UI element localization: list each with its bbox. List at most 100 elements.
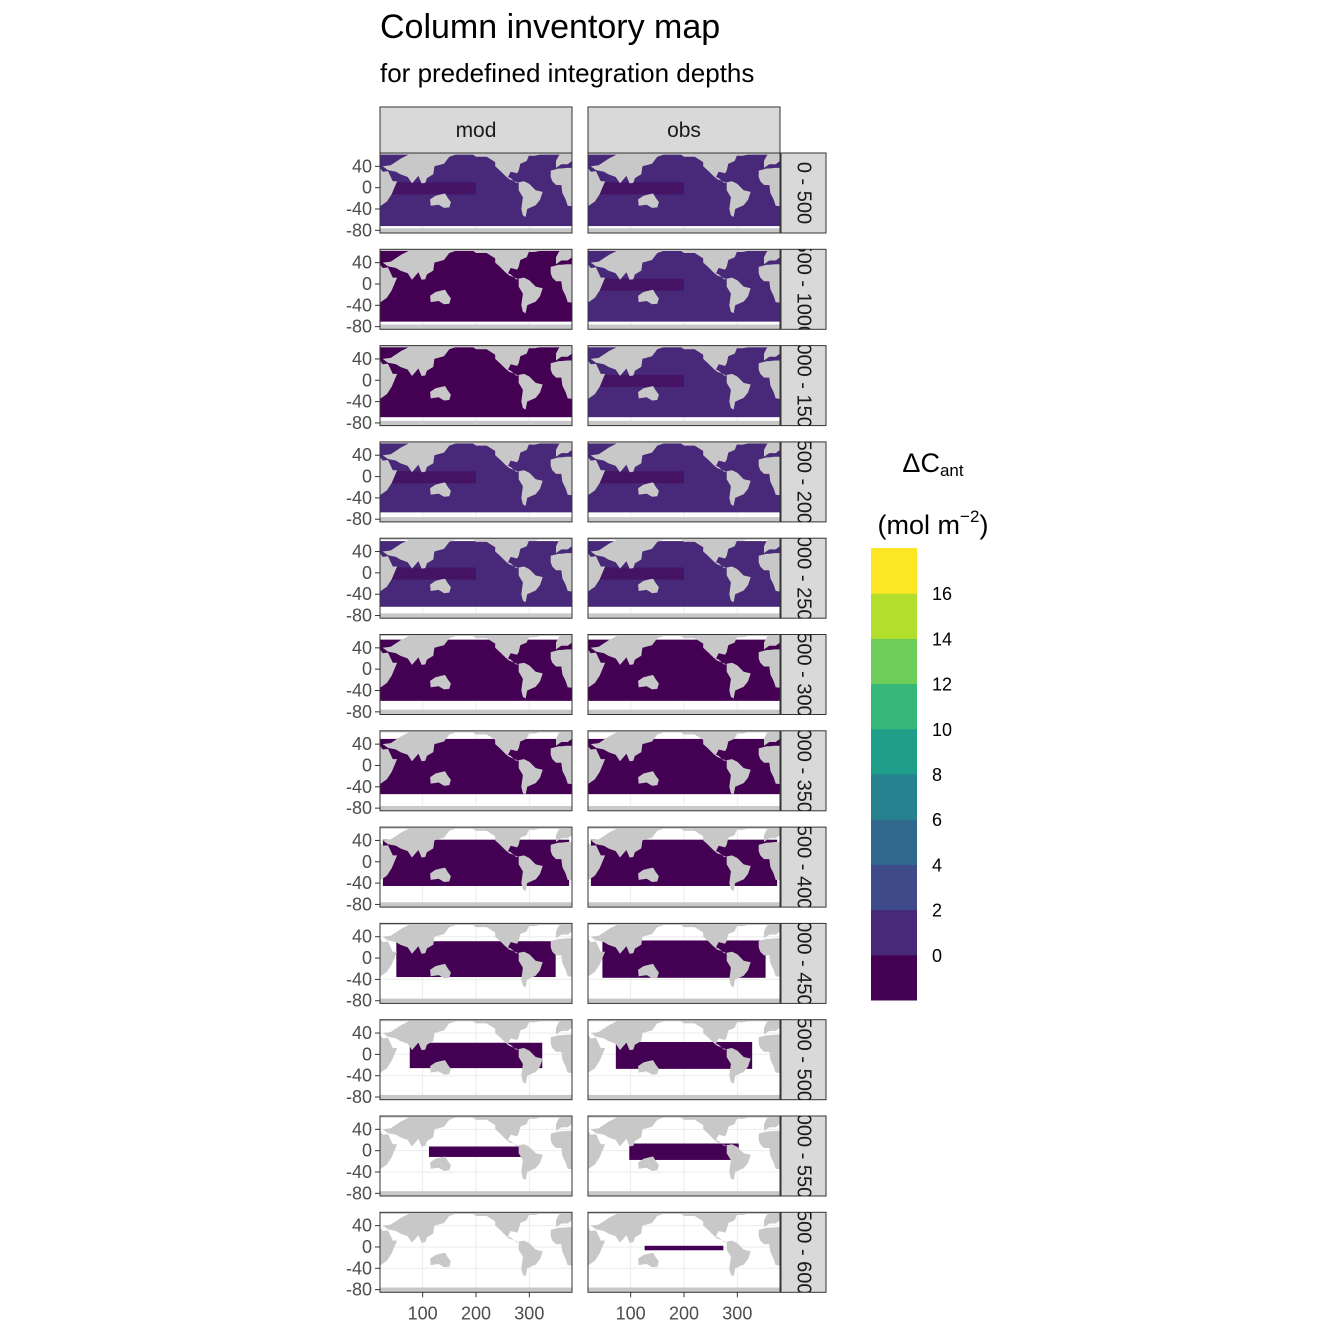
land-continent [764,730,780,746]
land-continent [726,1144,751,1180]
land-antarctica [588,420,780,426]
y-tick-label: 40 [352,734,372,754]
facet-strip-row [780,1019,827,1101]
panel-border [379,537,573,619]
land-continent [726,373,751,410]
land-continent [556,1212,572,1228]
ocean-inventory-fill [644,1245,724,1251]
y-tick-label: -80 [346,1087,372,1107]
land-continent [678,1212,738,1243]
land-antarctica [380,228,572,233]
facet-strip-label: 5000 - 5500 [793,1103,815,1210]
land-continent [556,153,572,168]
y-tick-label: 0 [362,274,372,294]
y-tick-label: 0 [362,178,372,198]
land-continent [550,938,572,977]
land-antarctica [380,709,572,715]
map-panel-mod-row-6 [380,634,572,715]
land-continent [380,167,398,207]
land-continent [556,345,572,361]
land-continent [764,345,780,361]
x-tick-label: 100 [408,1303,438,1323]
land-continent [726,1048,751,1084]
panel-border [587,634,781,715]
chart-subtitle: for predefined integration depths [380,58,755,88]
legend-color-bin [871,548,917,594]
land-continent [382,1212,461,1243]
x-tick-label: 100 [616,1303,646,1323]
land-continent [528,153,542,156]
panel-border [379,730,573,812]
land-continent [518,181,543,217]
y-tick-label: 0 [362,370,372,390]
panel-border [587,345,781,427]
land-continent [678,923,738,954]
land-continent [382,249,461,280]
land-continent [518,277,543,314]
land-continent [590,345,669,376]
land-continent [380,745,398,785]
y-tick-label: -80 [346,220,372,240]
land-continent [588,264,606,303]
land-antarctica [588,1094,780,1100]
land-continent [380,360,398,399]
land-continent [380,456,398,496]
y-tick-label: 40 [352,1216,372,1236]
land-continent [588,745,606,785]
land-continent [430,193,451,208]
facet-strip-label: mod [456,119,497,142]
legend-title: ΔCant (mol m−2) [858,440,1008,548]
land-antarctica [380,613,572,619]
land-continent [550,167,572,207]
map-panel-obs-row-3 [588,345,780,426]
land-continent [638,578,659,594]
land-continent [678,1116,738,1146]
land-continent [678,827,738,857]
facet-strip-column [587,106,781,154]
land-continent [430,386,451,401]
land-continent [430,289,451,305]
land-continent [380,938,398,977]
land-continent [736,827,750,830]
land-continent [382,827,461,858]
facet-strip-label: 0 - 500 [793,162,815,224]
land-continent [550,456,572,496]
land-continent [470,249,530,280]
map-panel-mod-row-7 [380,730,572,811]
legend-color-bin [871,593,917,639]
land-continent [726,566,751,603]
y-tick-label: 0 [362,852,372,872]
y-tick-label: 0 [362,467,372,487]
map-panel-obs-row-4 [588,441,780,522]
land-continent [588,456,606,496]
legend-title-sub: ant [939,461,964,480]
land-continent [518,1240,543,1277]
map-panel-mod-row-8 [380,827,572,908]
y-tick-label: 0 [362,1044,372,1064]
facet-strip-column [379,106,573,154]
land-continent [638,1156,659,1171]
panel-border [587,730,781,812]
land-continent [736,153,750,156]
y-tick-label: 40 [352,638,372,658]
x-tick-label: 300 [722,1303,752,1323]
land-continent [758,938,780,977]
y-tick-label: -40 [346,873,372,893]
land-continent [380,553,398,592]
panel-border [587,1115,781,1197]
land-continent [726,855,751,892]
facet-strip-row [780,826,827,908]
land-continent [588,167,606,207]
land-continent [382,441,461,473]
land-continent [556,923,572,939]
land-continent [590,730,669,762]
land-antarctica [588,1287,780,1293]
land-continent [678,730,738,761]
y-tick-label: -40 [346,295,372,315]
land-continent [550,1227,572,1266]
land-antarctica [588,517,780,522]
land-continent [470,634,530,665]
land-continent [726,277,751,314]
land-continent [556,634,572,650]
